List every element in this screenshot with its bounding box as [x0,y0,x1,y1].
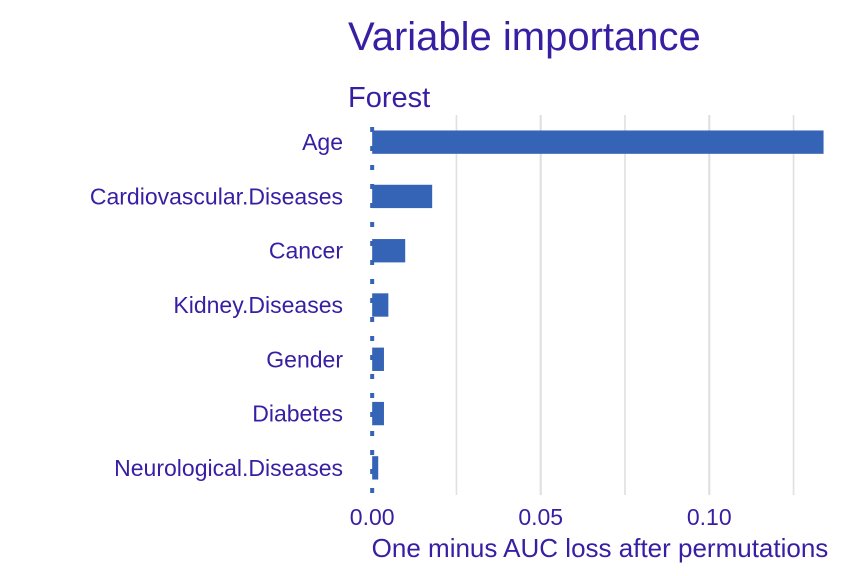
category-label: Kidney.Diseases [173,292,343,318]
x-axis-label: One minus AUC loss after permutations [372,533,829,563]
bar [372,293,389,317]
x-tick-label: 0.00 [350,504,395,530]
bar [372,184,433,209]
bar [372,130,824,154]
category-label: Diabetes [252,401,343,427]
bar [372,456,379,480]
chart-subtitle: Forest [348,82,430,114]
bar [372,401,384,426]
bars [372,130,824,480]
category-label: Cardiovascular.Diseases [90,183,343,209]
y-axis-labels: Age Cardiovascular.Diseases Cancer Kidney.D… [90,129,343,481]
category-label: Age [302,129,343,155]
gridlines [455,115,795,495]
x-axis-tick-labels: 0.00 0.05 0.10 [350,504,732,530]
category-label: Neurological.Diseases [114,455,343,481]
x-tick-label: 0.05 [518,504,563,530]
chart-title: Variable importance [348,15,701,59]
x-tick-label: 0.10 [687,504,732,530]
bar [372,347,384,371]
category-label: Cancer [269,238,343,264]
bar [372,239,406,263]
category-label: Gender [266,346,343,372]
